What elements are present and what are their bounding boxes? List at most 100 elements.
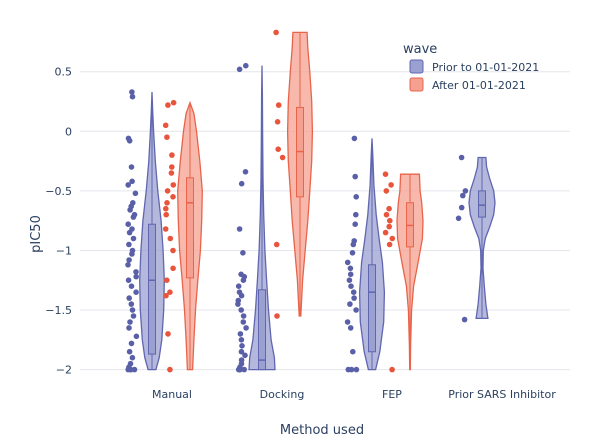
point-after	[387, 217, 393, 224]
point-prior	[125, 221, 131, 227]
point-prior	[347, 271, 354, 278]
point-prior	[133, 289, 139, 296]
point-prior	[347, 325, 354, 331]
legend-item-prior[interactable]: Prior to 01-01-2021	[409, 59, 539, 74]
point-after	[164, 188, 171, 194]
point-prior	[132, 190, 139, 197]
legend-label-after: After 01-01-2021	[432, 79, 526, 92]
point-prior	[238, 292, 245, 299]
x-tick-label: Docking	[260, 388, 305, 401]
point-prior	[350, 241, 357, 248]
point-prior	[127, 319, 133, 325]
point-prior	[238, 337, 245, 343]
point-prior	[128, 301, 135, 307]
legend-swatch-prior	[409, 59, 424, 74]
point-after	[170, 194, 176, 200]
point-after	[168, 170, 175, 176]
point-prior	[126, 257, 132, 263]
point-prior	[130, 214, 137, 220]
point-after	[170, 99, 177, 106]
legend-label-prior: Prior to 01-01-2021	[432, 61, 539, 74]
point-prior	[129, 307, 136, 313]
y-tick-label: 0	[65, 125, 72, 138]
point-prior	[344, 259, 351, 266]
point-after	[389, 235, 396, 242]
point-after	[386, 205, 392, 212]
point-prior	[236, 226, 243, 232]
point-prior	[462, 188, 469, 194]
y-tick-label: −1	[56, 244, 72, 257]
point-after	[382, 171, 389, 177]
point-after	[167, 366, 173, 373]
point-prior	[347, 265, 354, 272]
plot-area	[125, 29, 496, 373]
point-prior	[238, 180, 245, 187]
box-prior	[478, 190, 486, 218]
point-after	[386, 241, 393, 248]
point-after	[275, 102, 282, 108]
point-after	[382, 229, 389, 236]
point-prior	[133, 269, 139, 275]
point-prior	[458, 154, 465, 161]
legend-item-after[interactable]: After 01-01-2021	[409, 77, 526, 92]
point-after	[386, 223, 393, 230]
point-prior	[351, 135, 358, 142]
point-prior	[126, 295, 132, 301]
point-after	[279, 154, 286, 161]
point-prior	[239, 343, 245, 349]
point-prior	[240, 319, 247, 325]
point-prior	[129, 93, 136, 100]
point-after	[164, 134, 170, 140]
point-prior	[460, 192, 466, 199]
point-prior	[128, 340, 135, 347]
box-prior	[368, 264, 376, 353]
point-prior	[128, 283, 135, 290]
box-after	[186, 177, 194, 279]
y-tick-labels: 0.5 0 −0.5 −1 −1.5 −2	[45, 66, 72, 377]
point-after	[164, 277, 170, 284]
point-prior	[127, 207, 133, 213]
point-prior	[129, 178, 135, 185]
point-prior	[125, 182, 131, 188]
point-prior	[243, 325, 249, 331]
point-prior	[133, 273, 139, 280]
point-prior	[345, 366, 352, 373]
x-tick-label: Manual	[152, 388, 192, 401]
point-prior	[352, 173, 359, 180]
point-after	[165, 331, 171, 337]
point-after	[167, 289, 173, 296]
point-prior	[130, 235, 137, 242]
y-axis-title: pIC50	[29, 215, 44, 253]
point-prior	[126, 241, 132, 248]
point-prior	[237, 366, 243, 373]
point-prior	[461, 316, 468, 323]
legend-swatch-after	[409, 77, 424, 92]
x-tick-label: FEP	[382, 388, 402, 401]
point-prior	[240, 313, 247, 319]
point-after	[170, 265, 176, 272]
point-prior	[243, 62, 249, 69]
point-prior	[241, 366, 247, 373]
point-prior	[458, 204, 465, 211]
point-prior	[347, 301, 353, 307]
point-prior	[242, 352, 248, 359]
point-after	[273, 29, 279, 36]
point-after	[163, 292, 169, 299]
point-prior	[240, 277, 247, 284]
point-prior	[125, 366, 131, 373]
point-prior	[129, 89, 135, 95]
y-tick-label: −2	[56, 364, 72, 377]
point-prior	[133, 333, 140, 340]
point-prior	[348, 283, 354, 290]
x-axis-title: Method used	[280, 423, 364, 438]
box-prior	[148, 223, 156, 355]
point-prior	[125, 277, 132, 284]
point-prior	[236, 66, 243, 73]
point-after	[163, 211, 169, 218]
point-prior	[237, 331, 244, 337]
point-prior	[352, 221, 359, 227]
point-after	[169, 152, 175, 158]
box-prior	[258, 289, 266, 371]
point-after	[164, 200, 170, 206]
